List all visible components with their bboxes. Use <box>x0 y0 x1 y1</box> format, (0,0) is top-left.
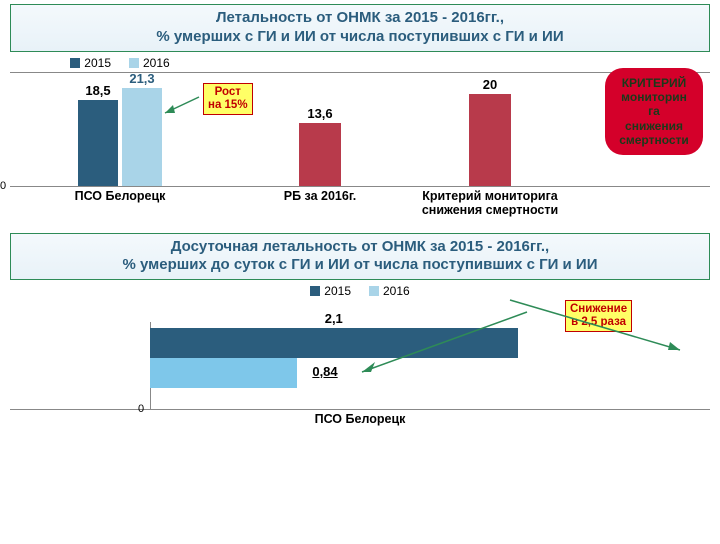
chart1-cat-pso: ПСО Белорецк <box>75 189 166 203</box>
chart2-bar-2016 <box>150 358 297 388</box>
swatch-2016 <box>129 58 139 68</box>
legend2-item-2016: 2016 <box>369 284 410 298</box>
chart1-cat-criterion: Критерий мониторига снижения смертности <box>400 189 580 218</box>
chart1-bar-rb-label: 13,6 <box>307 106 332 121</box>
chart1-callout-l2: на 15% <box>208 99 248 111</box>
chart2-bar-2015-label: 2,1 <box>325 311 343 326</box>
chart1-arrow-icon <box>159 91 209 121</box>
chart1-title-line2: % умерших с ГИ и ИИ от числа поступивших… <box>156 28 563 45</box>
badge-l1: КРИТЕРИЙ <box>622 76 687 90</box>
chart1-legend: 2015 2016 <box>0 56 720 70</box>
swatch2-2016 <box>369 286 379 296</box>
legend-item-2015: 2015 <box>70 56 111 70</box>
chart1-callout-growth: Рост на 15% <box>203 83 253 115</box>
badge-l2: мониторин <box>621 90 687 104</box>
chart1-bar-criterion-label: 20 <box>483 77 497 92</box>
chart2-plot: 0 2,1 0,84 ПСО Белорецк Снижение в 2,5 р… <box>10 300 710 410</box>
chart1-bar-criterion <box>469 94 511 186</box>
chart2-title-line1: Досуточная летальность от ОНМК за 2015 -… <box>171 238 549 255</box>
chart1-plot: 0 18,5 21,3 ПСО Белорецк 13,6 РБ за 2016… <box>10 72 710 187</box>
chart1-cat-rb: РБ за 2016г. <box>284 189 357 203</box>
chart2-bar-2016-label: 0,84 <box>312 364 337 379</box>
legend-item-2016: 2016 <box>129 56 170 70</box>
swatch2-2015 <box>310 286 320 296</box>
chart1-bar-pso-2016-label: 21,3 <box>129 71 154 86</box>
chart1-bar-pso-2016 <box>122 88 162 186</box>
swatch-2015 <box>70 58 80 68</box>
legend2-item-2015: 2015 <box>310 284 351 298</box>
badge-l3: га <box>648 104 660 118</box>
chart2-title-line2: % умерших до суток с ГИ и ИИ от числа по… <box>123 256 598 273</box>
chart1-title: Летальность от ОНМК за 2015 - 2016гг., %… <box>10 4 710 52</box>
legend2-label-2016: 2016 <box>383 284 410 298</box>
chart1-bar-pso-2015 <box>78 100 118 185</box>
badge-l4: снижения <box>625 119 683 133</box>
badge-l5: смертности <box>619 133 689 147</box>
criterion-badge: КРИТЕРИЙ мониторин га снижения смертност… <box>605 68 703 156</box>
chart1-bar-pso-2015-label: 18,5 <box>85 83 110 98</box>
chart2-axis-zero: 0 <box>138 403 144 415</box>
chart1-bar-rb <box>299 123 341 186</box>
chart1-axis-zero: 0 <box>0 180 6 192</box>
chart1-cat-criterion-l1: Критерий мониторига <box>422 189 558 203</box>
chart1-cat-criterion-l2: снижения смертности <box>422 203 558 217</box>
chart1-callout-l1: Рост <box>215 86 241 98</box>
chart2-legend: 2015 2016 <box>0 284 720 298</box>
chart2-title: Досуточная летальность от ОНМК за 2015 -… <box>10 233 710 281</box>
legend2-label-2015: 2015 <box>324 284 351 298</box>
chart1-title-line1: Летальность от ОНМК за 2015 - 2016гг., <box>216 9 504 26</box>
chart2-cat-pso: ПСО Белорецк <box>315 412 406 426</box>
legend-label-2016: 2016 <box>143 56 170 70</box>
chart2-arrow2-icon <box>357 312 557 392</box>
legend-label-2015: 2015 <box>84 56 111 70</box>
